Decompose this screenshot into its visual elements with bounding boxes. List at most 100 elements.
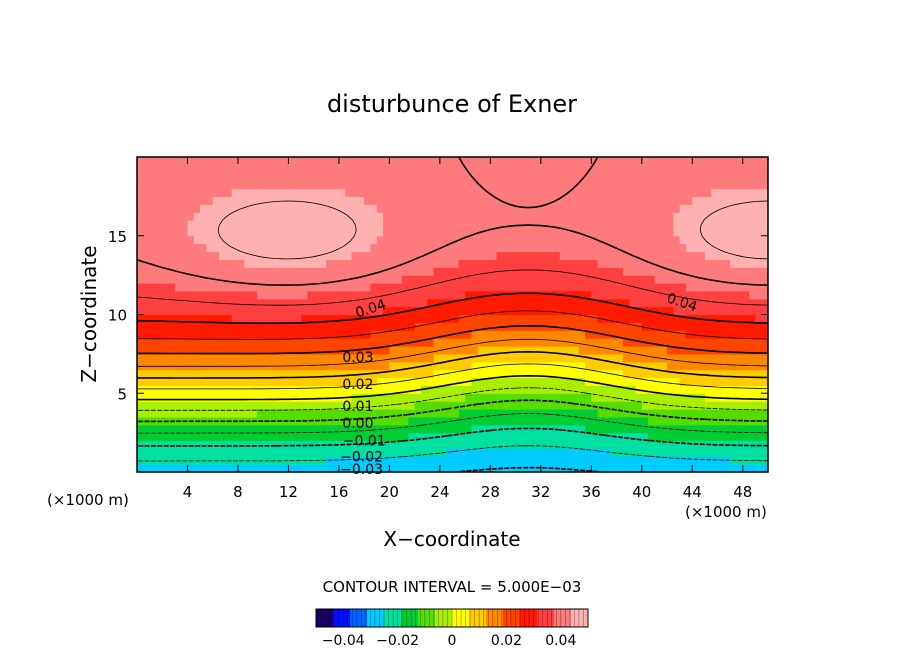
heatmap-cell	[540, 251, 548, 260]
heatmap-cell	[761, 290, 768, 300]
heatmap-cell	[559, 251, 567, 260]
heatmap-cell	[219, 338, 226, 347]
heatmap-cell	[654, 456, 662, 465]
heatmap-cell	[219, 456, 226, 465]
heatmap-cell	[326, 369, 334, 379]
heatmap-cell	[364, 448, 372, 457]
heatmap-cell	[420, 180, 428, 190]
heatmap-cell	[477, 283, 485, 292]
heatmap-cell	[490, 235, 498, 245]
heatmap-cell	[206, 180, 214, 190]
heatmap-cell	[635, 164, 643, 174]
heatmap-cell	[692, 330, 700, 339]
contour-line	[137, 269, 768, 306]
heatmap-cell	[225, 401, 233, 410]
heatmap-cell	[282, 251, 290, 260]
heatmap-cell	[723, 369, 731, 379]
heatmap-cell	[692, 172, 700, 182]
heatmap-cell	[742, 322, 750, 331]
heatmap-cell	[275, 346, 283, 355]
heatmap-cell	[465, 275, 473, 284]
heatmap-cell	[383, 377, 390, 386]
heatmap-cell	[591, 464, 599, 472]
heatmap-cell	[345, 369, 353, 379]
heatmap-cell	[338, 290, 346, 300]
heatmap-cell	[187, 172, 195, 182]
heatmap-cell	[168, 330, 176, 339]
heatmap-cell	[187, 220, 195, 229]
heatmap-cell	[509, 330, 517, 339]
heatmap-cell	[338, 385, 346, 394]
heatmap-cell	[654, 440, 662, 449]
heatmap-cell	[181, 385, 189, 394]
heatmap-cell	[484, 259, 491, 268]
heatmap-cell	[307, 298, 315, 308]
heatmap-cell	[717, 188, 725, 197]
heatmap-cell	[723, 180, 731, 190]
heatmap-cell	[591, 267, 599, 276]
heatmap-cell	[673, 172, 681, 182]
heatmap-cell	[622, 322, 630, 331]
heatmap-cell	[471, 172, 479, 182]
heatmap-cell	[206, 235, 214, 245]
heatmap-cell	[313, 180, 321, 190]
heatmap-cell	[509, 369, 517, 379]
heatmap-cell	[137, 212, 144, 221]
heatmap-cell	[149, 283, 157, 292]
heatmap-cell	[420, 243, 428, 253]
heatmap-cell	[528, 353, 536, 363]
heatmap-cell	[376, 259, 384, 268]
heatmap-cell	[502, 432, 510, 442]
heatmap-cell	[383, 306, 390, 316]
heatmap-cell	[566, 416, 573, 426]
heatmap-cell	[256, 259, 264, 268]
heatmap-cell	[427, 456, 435, 465]
heatmap-cell	[742, 275, 750, 284]
heatmap-cell	[704, 259, 712, 268]
heatmap-cell	[578, 424, 586, 434]
contour-line	[217, 200, 768, 260]
heatmap-cell	[534, 377, 542, 386]
heatmap-cell	[667, 227, 674, 237]
heatmap-cell	[635, 290, 643, 300]
heatmap-cell	[231, 157, 239, 166]
heatmap-cell	[244, 267, 252, 276]
heatmap-cell	[351, 424, 359, 434]
heatmap-cell	[338, 204, 346, 213]
heatmap-cell	[263, 448, 271, 457]
heatmap-cell	[654, 432, 662, 442]
heatmap-cell	[572, 401, 580, 410]
heatmap-cell	[749, 361, 756, 371]
heatmap-cell	[616, 204, 624, 213]
heatmap-cell	[704, 172, 712, 182]
heatmap-cell	[414, 361, 422, 371]
heatmap-cell	[585, 314, 592, 323]
heatmap-cell	[414, 267, 422, 276]
heatmap-cell	[648, 275, 656, 284]
heatmap-cell	[534, 409, 542, 418]
heatmap-cell	[395, 369, 403, 379]
heatmap-cell	[439, 180, 447, 190]
heatmap-cell	[761, 259, 768, 268]
heatmap-cell	[521, 188, 529, 197]
heatmap-cell	[477, 393, 485, 402]
heatmap-cell	[458, 393, 466, 402]
heatmap-cell	[250, 157, 258, 166]
heatmap-cell	[206, 267, 214, 276]
heatmap-cell	[250, 346, 258, 355]
heatmap-cell	[219, 290, 226, 300]
heatmap-cell	[168, 243, 176, 253]
heatmap-cell	[433, 267, 441, 276]
heatmap-cell	[553, 432, 561, 442]
heatmap-cell	[250, 464, 258, 472]
heatmap-cell	[578, 432, 586, 442]
heatmap-cell	[319, 338, 327, 347]
heatmap-cell	[484, 204, 491, 213]
heatmap-cell	[244, 235, 252, 245]
heatmap-cell	[244, 385, 252, 394]
x-tick-label: 32	[531, 483, 550, 501]
heatmap-cell	[559, 227, 567, 237]
heatmap-cell	[742, 448, 750, 457]
heatmap-cell	[553, 212, 561, 221]
heatmap-cell	[660, 314, 668, 323]
